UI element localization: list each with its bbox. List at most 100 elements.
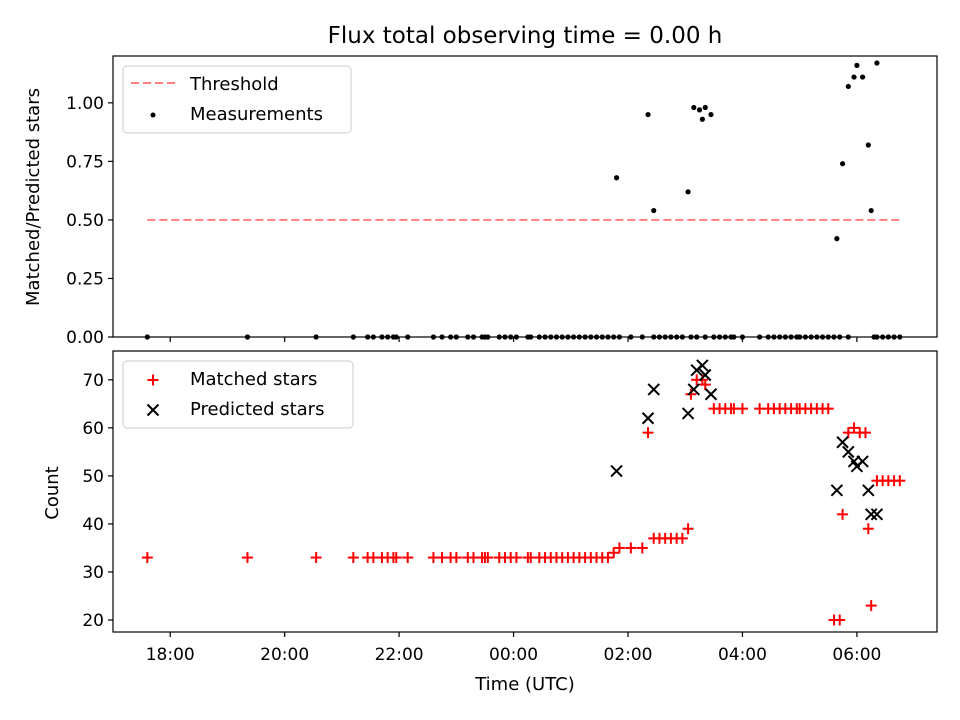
matched-star-point [894, 475, 906, 487]
x-tick-label: 04:00 [718, 645, 767, 665]
x-tick-label: 22:00 [375, 645, 424, 665]
matched-star-point [510, 552, 522, 564]
measurement-point [613, 175, 620, 181]
legend-x-marker [146, 403, 160, 417]
predicted-star-point [699, 368, 712, 382]
count-axes-frame [112, 350, 938, 633]
matched-star-point [347, 552, 359, 564]
matched-star-point [390, 552, 402, 564]
measurement-point [860, 74, 866, 80]
predicted-star-point [681, 407, 695, 420]
measurement-point [868, 207, 874, 214]
predicted-star-point [836, 436, 849, 449]
matched-star-point [608, 547, 620, 559]
matched-star-point [865, 600, 877, 612]
matched-star-point [141, 552, 153, 564]
matched-star-point [834, 614, 846, 626]
count-points-layer [141, 359, 906, 626]
count-y-tick-label: 50 [82, 467, 104, 487]
matched-star-point [613, 542, 625, 554]
measurement-point [708, 111, 714, 118]
measurement-point [645, 111, 651, 118]
measurement-point [845, 83, 851, 90]
measurement-point [699, 116, 705, 122]
legend-measurements-swatch [150, 112, 156, 118]
matched-star-point [402, 552, 414, 564]
matched-star-point [736, 403, 748, 415]
count-legend-box [122, 360, 354, 429]
measurement-point [874, 60, 880, 66]
matched-star-point [602, 552, 614, 564]
legend-matched-label: Matched stars [190, 369, 317, 390]
x-tick-label: 00:00 [489, 645, 538, 665]
ratio-x-ticks [169, 337, 858, 342]
matched-star-point [310, 552, 322, 564]
matched-star-point [822, 403, 834, 415]
matched-star-point [642, 427, 654, 439]
count-y-tick-label: 20 [82, 611, 104, 631]
ratio-y-tick-label: 0.50 [66, 211, 104, 231]
predicted-star-point [696, 359, 709, 372]
ratio-y-tick-label: 0.00 [66, 328, 104, 348]
matched-star-point [682, 523, 694, 535]
measurement-point [834, 236, 840, 242]
measurement-point [702, 104, 708, 111]
legend-plus-marker [147, 374, 159, 386]
ratio-legend-box [122, 65, 352, 134]
count-panel: 20 30 40 50 60 70 18:00 20:00 22:00 00:00 02:00 04… [42, 350, 938, 695]
predicted-star-point [856, 455, 869, 468]
ratio-axes-frame [112, 55, 938, 338]
measurement-point [696, 107, 703, 113]
measurement-point [685, 189, 691, 195]
ratio-y-axis: 0.00 0.25 0.50 0.75 1.00 [66, 94, 113, 348]
ratio-y-tick-label: 0.75 [66, 152, 104, 172]
count-y-axis-label: Count [42, 466, 63, 519]
count-y-tick-label: 70 [82, 371, 104, 391]
measurement-point [854, 62, 860, 68]
matched-star-point [685, 388, 697, 400]
x-tick-label: 18:00 [146, 645, 195, 665]
predicted-star-point [647, 383, 660, 396]
predicted-star-point [704, 388, 718, 401]
matched-star-point [862, 523, 874, 535]
matched-star-point [699, 379, 711, 391]
ratio-panel: 0.00 0.25 0.50 0.75 1.00 Matched/Predicted s… [23, 55, 938, 348]
measurement-point [691, 104, 697, 111]
x-tick-label: 06:00 [832, 645, 881, 665]
count-y-axis: 20 30 40 50 60 70 [82, 371, 113, 631]
matched-star-point [837, 508, 849, 520]
predicted-star-point [842, 445, 855, 459]
predicted-star-point [687, 383, 701, 396]
measurement-point [851, 74, 857, 80]
measurement-point [651, 207, 657, 214]
predicted-star-point [610, 464, 623, 478]
legend-measurements-label: Measurements [190, 104, 323, 125]
legend-threshold-label: Threshold [189, 74, 279, 95]
predicted-star-point [870, 508, 884, 521]
legend-predicted-swatch [146, 403, 160, 417]
count-legend: Matched stars Predicted stars [122, 360, 354, 429]
matched-star-point [842, 427, 854, 439]
ratio-legend: Threshold Measurements [122, 65, 352, 134]
matched-star-point [848, 422, 860, 434]
chart-title: Flux total observing time = 0.00 h [328, 23, 723, 49]
matched-star-point [450, 552, 462, 564]
x-tick-label: 20:00 [260, 645, 309, 665]
measurement-point [865, 142, 871, 148]
count-x-axis: 18:00 20:00 22:00 00:00 02:00 04:00 06:00 [146, 632, 881, 665]
predicted-star-point [862, 484, 875, 497]
predicted-star-point [830, 484, 844, 497]
matched-star-point [859, 427, 871, 439]
count-y-tick-label: 60 [82, 419, 104, 439]
matched-star-point [482, 552, 494, 564]
predicted-star-point [864, 508, 878, 521]
matched-star-point [676, 532, 688, 544]
predicted-star-point [641, 412, 655, 425]
measurement-point [839, 161, 846, 167]
x-axis-label: Time (UTC) [474, 674, 575, 695]
ratio-y-tick-label: 0.25 [66, 269, 104, 289]
ratio-y-tick-label: 1.00 [66, 94, 104, 114]
count-y-tick-label: 40 [82, 515, 104, 535]
x-tick-label: 02:00 [604, 645, 653, 665]
